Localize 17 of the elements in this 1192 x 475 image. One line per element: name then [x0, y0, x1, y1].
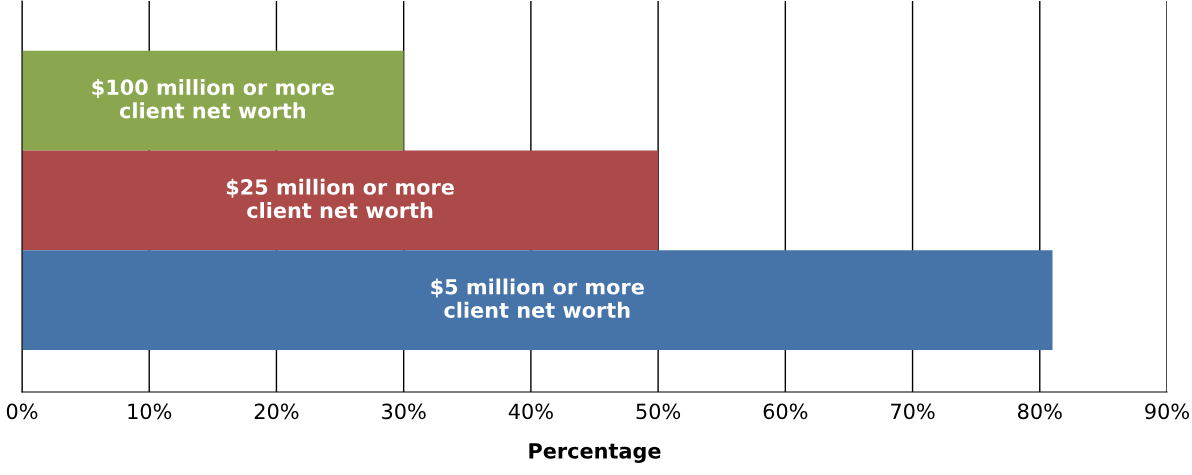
y-tick-label: $25 million or more client net worth	[226, 178, 454, 219]
x-tick-label: 70%	[891, 403, 935, 420]
x-tick-label: 10%	[128, 403, 172, 420]
x-axis-title: Percentage	[529, 443, 661, 463]
x-tick-label: 80%	[1018, 403, 1062, 420]
y-tick-label: $5 million or more client net worth	[431, 278, 644, 318]
x-tick-label: 50%	[636, 403, 681, 420]
bar	[22, 250, 1053, 351]
x-tick-label: 30%	[382, 403, 426, 420]
x-tick-label: 90%	[1145, 403, 1189, 420]
bar	[22, 150, 659, 251]
x-tick-label: 40%	[508, 403, 553, 420]
y-tick-label: $100 million or more client net worth	[92, 79, 334, 119]
x-tick-label: 60%	[763, 403, 808, 420]
x-tick-label: 0%	[6, 403, 38, 420]
x-tick-label: 20%	[254, 403, 299, 420]
bar	[22, 50, 404, 151]
